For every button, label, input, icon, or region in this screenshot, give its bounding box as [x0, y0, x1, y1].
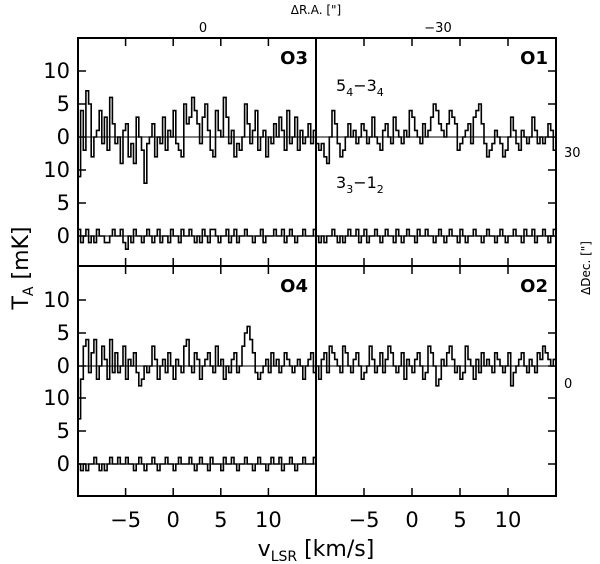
spectrum-lower-trace	[78, 228, 316, 250]
spectrum-lower-trace	[78, 456, 316, 472]
x-axis-title-unit: [km/s]	[297, 537, 374, 562]
y-tick-label: 5	[57, 191, 70, 215]
y-axis-title-unit: [mK]	[9, 226, 34, 286]
y-axis-title-subscript: A	[21, 286, 37, 296]
x-axis-title-subscript: LSR	[271, 549, 298, 564]
transition-label-subscript: 3	[346, 183, 353, 196]
top-tick-label: −30	[424, 21, 451, 36]
transition-label-dash: −1	[353, 173, 377, 192]
y-tick-label: 5	[57, 419, 70, 443]
right-axis-title: ΔDec. ["]	[579, 241, 593, 295]
transition-label-lower: 33−12	[336, 173, 384, 196]
x-tick-label: 5	[453, 508, 466, 532]
y-tick-label: 0	[57, 224, 70, 248]
panel-label: O3	[280, 48, 308, 69]
x-tick-label: 5	[214, 508, 227, 532]
spectrum-upper-trace	[78, 90, 316, 184]
x-tick-label: 0	[167, 508, 180, 532]
right-tick-label: 0	[564, 377, 572, 392]
x-axis-title: vLSR [km/s]	[258, 537, 375, 564]
panel-label: O1	[520, 48, 548, 69]
y-tick-label: 10	[43, 386, 70, 410]
y-tick-label: 10	[43, 158, 70, 182]
transition-label-upper: 54−34	[336, 76, 384, 99]
top-axis-title: ΔR.A. ["]	[291, 3, 341, 17]
panel-frame	[77, 265, 317, 497]
x-tick-label: 10	[255, 508, 282, 532]
transition-label-dash: −3	[353, 76, 377, 95]
spectrum-lower-trace	[316, 228, 556, 244]
y-tick-label: 0	[57, 354, 70, 378]
y-tick-label: 5	[57, 321, 70, 345]
y-tick-label: 0	[57, 452, 70, 476]
panel-frame	[315, 265, 557, 497]
top-tick-label: 0	[199, 21, 207, 36]
y-tick-label: 5	[57, 92, 70, 116]
right-tick-label: 30	[564, 146, 581, 161]
panel-label: O2	[520, 276, 548, 297]
x-tick-label: −5	[349, 508, 380, 532]
x-tick-label: −5	[110, 508, 141, 532]
panel-label: O4	[280, 276, 308, 297]
transition-label-subscript: 4	[346, 86, 353, 99]
y-tick-label: 10	[43, 59, 70, 83]
y-tick-label: 0	[57, 125, 70, 149]
transition-label-subscript: 2	[377, 183, 384, 196]
panel-frame	[315, 37, 557, 267]
y-axis-title: TA [mK]	[9, 226, 37, 310]
transition-label-subscript: 4	[377, 86, 384, 99]
panel-frame	[77, 37, 317, 267]
y-tick-label: 10	[43, 288, 70, 312]
x-tick-label: 10	[495, 508, 522, 532]
spectrum-upper-trace	[316, 345, 556, 387]
x-tick-label: 0	[405, 508, 418, 532]
spectrum-upper-trace	[316, 103, 556, 165]
spectrum-upper-trace	[78, 325, 316, 420]
